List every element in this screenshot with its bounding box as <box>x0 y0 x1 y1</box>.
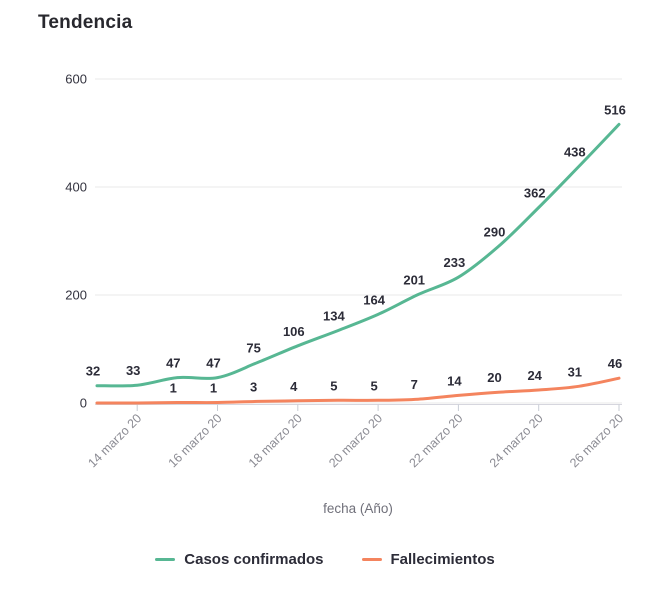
data-label-fallecimientos: 1 <box>210 381 217 396</box>
legend-item-casos-confirmados[interactable]: Casos confirmados <box>155 551 324 568</box>
series-line-casos-confirmados[interactable] <box>95 122 621 388</box>
x-axis-label: 22 marzo 20 <box>406 411 465 470</box>
legend-label-fallecimientos: Fallecimientos <box>390 551 495 568</box>
data-label-fallecimientos: 5 <box>370 378 377 393</box>
data-label-casos-confirmados: 233 <box>444 255 466 270</box>
x-axis-label: 14 marzo 20 <box>85 411 144 470</box>
legend: Casos confirmados Fallecimientos <box>0 551 650 568</box>
trend-chart-svg: 0 200 400 600 14 marzo 20 16 marzo 20 18 marzo… <box>65 72 626 517</box>
data-label-fallecimientos: 5 <box>330 378 337 393</box>
legend-label-casos-confirmados: Casos confirmados <box>184 551 324 568</box>
data-label-fallecimientos: 46 <box>608 356 622 371</box>
x-axis-label: 18 marzo 20 <box>246 411 305 470</box>
data-label-fallecimientos: 1 <box>170 381 177 396</box>
y-axis-label: 400 <box>65 180 87 195</box>
legend-swatch-casos-confirmados <box>155 558 176 561</box>
y-axis-label: 0 <box>80 396 87 411</box>
data-label-casos-confirmados: 362 <box>524 186 546 201</box>
legend-swatch-fallecimientos <box>361 558 382 561</box>
y-axis-label: 200 <box>65 288 87 303</box>
data-label-casos-confirmados: 47 <box>166 356 180 371</box>
data-label-casos-confirmados: 33 <box>126 363 140 378</box>
data-label-fallecimientos: 4 <box>290 379 298 394</box>
data-label-casos-confirmados: 438 <box>564 145 586 160</box>
x-axis-label: 20 marzo 20 <box>326 411 385 470</box>
data-label-casos-confirmados: 32 <box>86 364 100 379</box>
data-label-fallecimientos: 24 <box>527 368 542 383</box>
data-label-casos-confirmados: 201 <box>403 273 425 288</box>
data-label-casos-confirmados: 134 <box>323 309 345 324</box>
data-label-fallecimientos: 14 <box>447 373 462 388</box>
legend-item-fallecimientos[interactable]: Fallecimientos <box>361 551 495 568</box>
data-label-casos-confirmados: 516 <box>604 102 626 117</box>
data-label-casos-confirmados: 106 <box>283 324 305 339</box>
data-label-casos-confirmados: 164 <box>363 292 385 307</box>
data-label-fallecimientos: 20 <box>487 370 501 385</box>
data-label-fallecimientos: 7 <box>411 377 418 392</box>
series-line-fallecimientos[interactable] <box>95 376 621 405</box>
data-label-fallecimientos: 3 <box>250 379 257 394</box>
data-label-casos-confirmados: 47 <box>206 356 220 371</box>
x-axis-title: fecha (Año) <box>323 501 393 516</box>
x-axis-label: 24 marzo 20 <box>487 411 546 470</box>
data-label-casos-confirmados: 290 <box>484 224 506 239</box>
data-label-casos-confirmados: 75 <box>246 341 260 356</box>
y-axis-label: 600 <box>65 72 87 87</box>
data-label-fallecimientos: 31 <box>568 364 582 379</box>
x-axis-label: 16 marzo 20 <box>166 411 225 470</box>
chart-title: Tendencia <box>38 12 133 33</box>
x-axis-label: 26 marzo 20 <box>567 411 626 470</box>
